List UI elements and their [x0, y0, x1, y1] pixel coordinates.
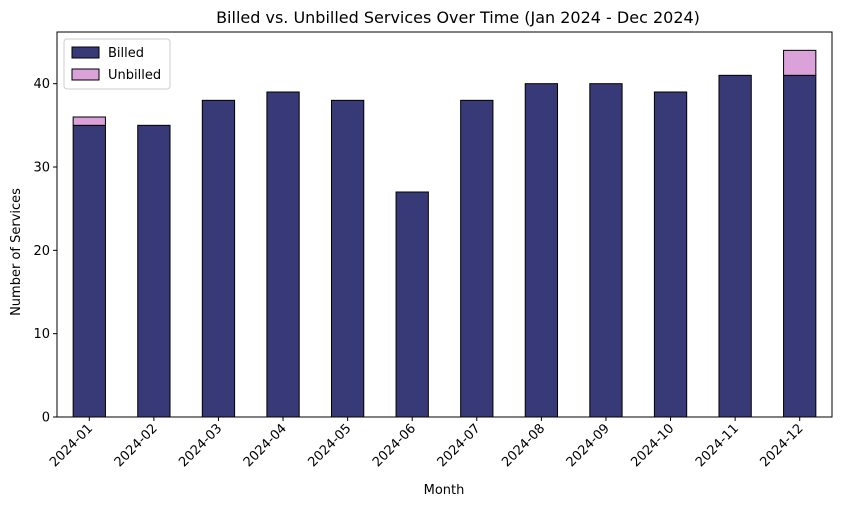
bar-billed-2024-01 [72, 124, 106, 418]
x-tick-label: 2024-01 [47, 421, 96, 470]
y-tick-label: 30 [33, 161, 50, 176]
legend: Billed Unbilled [63, 38, 171, 90]
plot-area: 0 10 20 30 40 2024-01 2024-02 2024-03 2024-04 202… [33, 31, 833, 470]
y-axis-title: Number of Services [9, 188, 24, 316]
x-axis-title: Month [424, 483, 465, 498]
x-tick-label: 2024-04 [241, 421, 290, 470]
legend-swatch-unbilled [71, 68, 100, 81]
bar-unbilled-2024-01 [72, 116, 106, 126]
bar-billed-2024-04 [266, 91, 300, 418]
x-tick-label: 2024-07 [435, 421, 484, 470]
bar-billed-2024-11 [718, 74, 752, 418]
legend-label-unbilled: Unbilled [108, 68, 161, 83]
x-tick-label: 2024-05 [305, 421, 354, 470]
x-tick-label: 2024-08 [499, 421, 548, 470]
bar-billed-2024-03 [201, 99, 236, 418]
y-tick-label: 10 [33, 327, 50, 342]
x-tick-label: 2024-02 [112, 421, 161, 470]
y-tick-label: 0 [42, 411, 50, 426]
y-tick-label: 20 [33, 244, 50, 259]
x-tick-label: 2024-06 [370, 421, 419, 470]
x-tick-label: 2024-09 [564, 421, 613, 470]
bar-billed-2024-05 [330, 99, 365, 418]
legend-swatch-billed [71, 46, 100, 59]
bar-billed-2024-09 [589, 83, 623, 418]
bar-billed-2024-06 [395, 191, 429, 418]
x-tick-label: 2024-10 [628, 421, 677, 470]
bar-billed-2024-07 [460, 99, 494, 418]
x-tick-label: 2024-03 [176, 421, 225, 470]
legend-label-billed: Billed [108, 46, 144, 61]
x-tick-label: 2024-12 [758, 421, 807, 470]
bar-billed-2024-10 [653, 91, 688, 418]
bar-billed-2024-08 [524, 83, 559, 418]
axes-frame [56, 31, 833, 418]
bar-billed-2024-12 [783, 74, 817, 418]
chart-title: Billed vs. Unbilled Services Over Time (… [216, 8, 700, 27]
bar-unbilled-2024-12 [783, 49, 817, 76]
x-tick-label: 2024-11 [693, 421, 742, 470]
bar-billed-2024-02 [137, 124, 171, 418]
y-tick-label: 40 [33, 77, 50, 92]
